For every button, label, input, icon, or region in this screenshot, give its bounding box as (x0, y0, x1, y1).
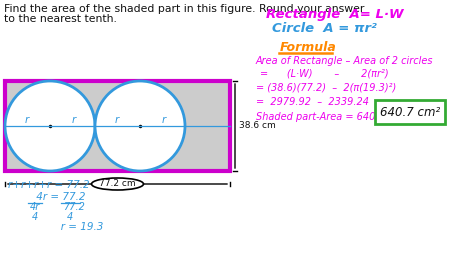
Text: 640.7 cm²: 640.7 cm² (380, 106, 440, 118)
Text: =      (L·W)       –       2(πr²): = (L·W) – 2(πr²) (260, 68, 389, 78)
Text: = (38.6)(77.2)  –  2(π(19.3)²): = (38.6)(77.2) – 2(π(19.3)²) (256, 83, 396, 93)
Text: 77.2 cm: 77.2 cm (99, 180, 136, 189)
Text: =  2979.92  –  2339.24: = 2979.92 – 2339.24 (256, 97, 369, 107)
Text: 4: 4 (67, 212, 73, 222)
Text: Area of Rectangle – Area of 2 circles: Area of Rectangle – Area of 2 circles (256, 56, 434, 66)
Text: r: r (161, 115, 165, 125)
Text: r: r (115, 115, 118, 125)
Text: 38.6 cm: 38.6 cm (239, 122, 276, 131)
Ellipse shape (91, 178, 144, 190)
Text: 4r = 77.2: 4r = 77.2 (20, 192, 85, 202)
Text: r = 19.3: r = 19.3 (38, 222, 103, 232)
Text: 4: 4 (32, 212, 38, 222)
Text: Shaded part-Area = 640.68: Shaded part-Area = 640.68 (256, 112, 391, 122)
Circle shape (95, 81, 185, 171)
Text: r: r (71, 115, 75, 125)
Text: 77.2: 77.2 (63, 202, 85, 212)
Text: Find the area of the shaded part in this figure. Round your answer: Find the area of the shaded part in this… (4, 4, 365, 14)
FancyBboxPatch shape (375, 100, 445, 124)
Text: 4r: 4r (30, 202, 40, 212)
Text: Formula: Formula (280, 41, 337, 54)
Text: to the nearest tenth.: to the nearest tenth. (4, 14, 117, 24)
Circle shape (5, 81, 95, 171)
Text: Rectangle  A= L·W: Rectangle A= L·W (266, 8, 404, 21)
Text: r+r+r+r = 77.2: r+r+r+r = 77.2 (8, 180, 90, 190)
Text: Circle  A = πr²: Circle A = πr² (272, 22, 377, 35)
Text: r: r (25, 115, 29, 125)
Bar (5, 81, 230, 171)
